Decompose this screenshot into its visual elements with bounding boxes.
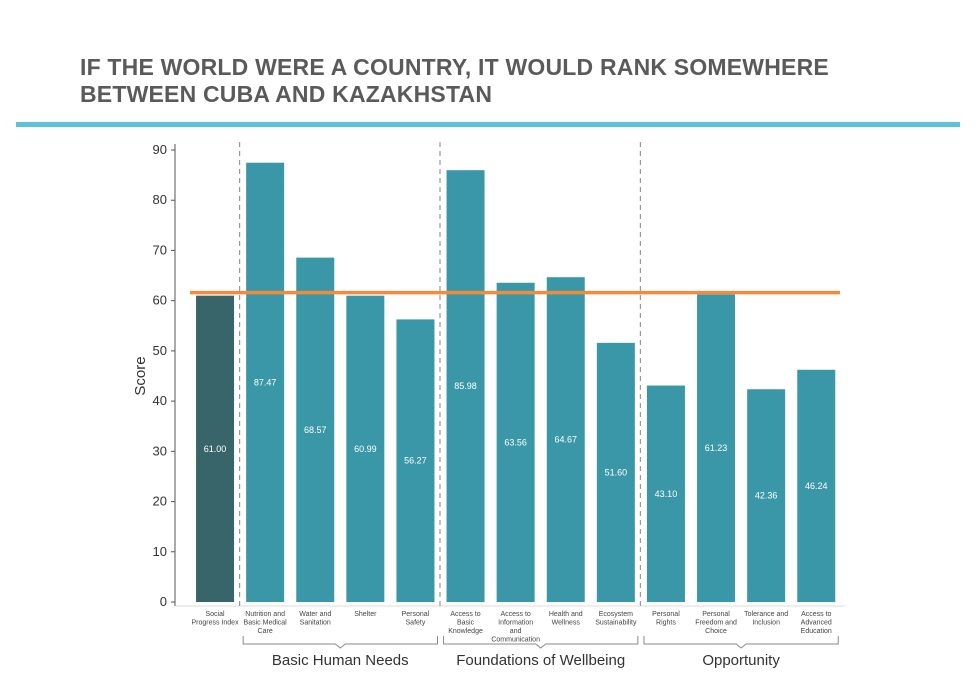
category-label: Advanced bbox=[801, 620, 832, 627]
category-label: Wellness bbox=[552, 620, 581, 627]
category-label: Personal bbox=[652, 611, 680, 618]
group-bracket bbox=[643, 636, 839, 649]
category-label: and bbox=[510, 628, 522, 635]
bar-value-label: 61.23 bbox=[705, 443, 728, 453]
group-bracket bbox=[242, 636, 438, 649]
chart-title: IF THE WORLD WERE A COUNTRY, IT WOULD RA… bbox=[80, 54, 940, 108]
category-label: Information bbox=[498, 620, 533, 627]
category-label: Access to bbox=[801, 611, 831, 618]
bar-2 bbox=[296, 257, 335, 602]
y-tick-label: 20 bbox=[153, 494, 167, 509]
y-tick-label: 10 bbox=[153, 544, 167, 559]
bar-value-label: 43.10 bbox=[655, 489, 678, 499]
category-label: Sustainability bbox=[595, 620, 637, 627]
bar-value-label: 63.56 bbox=[504, 437, 527, 447]
category-label: Basic bbox=[457, 620, 475, 627]
bar-11 bbox=[747, 389, 786, 602]
bar-10 bbox=[697, 294, 736, 602]
bar-1 bbox=[246, 162, 285, 602]
bar-4 bbox=[396, 319, 435, 602]
bar-8 bbox=[596, 342, 635, 602]
category-label: Access to bbox=[450, 611, 480, 618]
category-label: Personal bbox=[702, 611, 730, 618]
category-label: Personal bbox=[402, 611, 430, 618]
category-label: Shelter bbox=[354, 611, 377, 618]
bar-3 bbox=[346, 295, 385, 602]
category-label: Rights bbox=[656, 620, 676, 627]
bar-value-label: 51.60 bbox=[605, 467, 628, 477]
bar-5 bbox=[446, 170, 485, 602]
category-label: Water and bbox=[299, 611, 331, 618]
y-tick-label: 70 bbox=[153, 242, 167, 257]
y-tick-label: 30 bbox=[153, 443, 167, 458]
group-label: Foundations of Wellbeing bbox=[456, 652, 625, 669]
y-tick-label: 60 bbox=[153, 293, 167, 308]
bar-value-label: 68.57 bbox=[304, 425, 327, 435]
category-label: Safety bbox=[406, 620, 426, 627]
group-label: Basic Human Needs bbox=[272, 652, 409, 669]
y-tick-label: 90 bbox=[153, 142, 167, 157]
bar-value-label: 64.67 bbox=[554, 435, 577, 445]
chart-title-line-2: BETWEEN CUBA AND KAZAKHSTAN bbox=[80, 81, 493, 107]
category-label: Access to bbox=[500, 611, 530, 618]
group-bracket bbox=[443, 636, 639, 649]
category-label: Care bbox=[258, 628, 273, 635]
category-label: Social bbox=[206, 611, 226, 618]
bar-0 bbox=[196, 295, 235, 602]
bar-7 bbox=[546, 277, 585, 602]
chart-title-line-1: IF THE WORLD WERE A COUNTRY, IT WOULD RA… bbox=[80, 54, 829, 80]
y-tick-label: 50 bbox=[153, 343, 167, 358]
category-label: Sanitation bbox=[300, 620, 331, 627]
category-label: Inclusion bbox=[752, 620, 780, 627]
bar-12 bbox=[797, 369, 836, 602]
y-axis-label: Score bbox=[132, 356, 149, 395]
category-label: Ecosystem bbox=[599, 611, 633, 618]
bar-value-label: 46.24 bbox=[805, 481, 828, 491]
y-tick-label: 80 bbox=[153, 192, 167, 207]
bar-value-label: 87.47 bbox=[254, 377, 277, 387]
bar-9 bbox=[646, 385, 685, 602]
bar-value-label: 56.27 bbox=[404, 456, 427, 466]
category-label: Choice bbox=[705, 628, 727, 635]
bar-6 bbox=[496, 282, 535, 602]
category-label: Basic Medical bbox=[244, 620, 288, 627]
title-divider bbox=[16, 122, 960, 127]
category-label: Communication bbox=[491, 637, 540, 644]
bar-value-label: 85.98 bbox=[454, 381, 477, 391]
bar-value-label: 61.00 bbox=[204, 444, 227, 454]
category-label: Nutrition and bbox=[245, 611, 285, 618]
category-label: Freedom and bbox=[695, 620, 737, 627]
category-label: Health and bbox=[549, 611, 583, 618]
category-label: Education bbox=[801, 628, 832, 635]
category-label: Tolerance and bbox=[744, 611, 788, 618]
bar-value-label: 60.99 bbox=[354, 444, 377, 454]
category-label: Knowledge bbox=[448, 628, 483, 635]
y-tick-label: 40 bbox=[153, 393, 167, 408]
group-label: Opportunity bbox=[702, 652, 780, 669]
bar-value-label: 42.36 bbox=[755, 491, 778, 501]
y-tick-label: 0 bbox=[160, 594, 167, 609]
category-label: Progress Index bbox=[192, 620, 240, 627]
